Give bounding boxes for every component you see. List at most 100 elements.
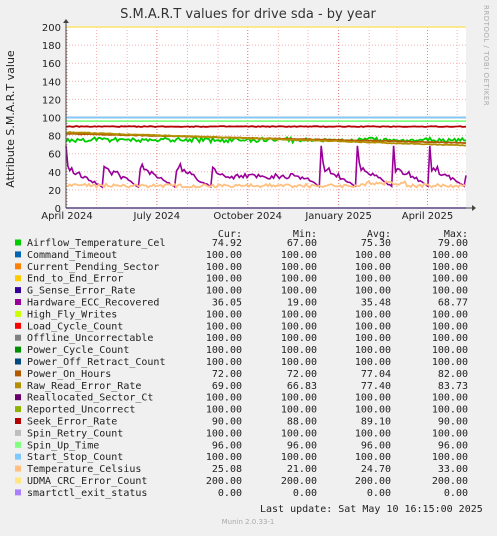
- legend-cur-value: 36.05: [212, 298, 242, 309]
- legend-max-value: 100.00: [432, 405, 468, 416]
- legend-series-name: Hardware_ECC_Recovered: [27, 298, 159, 309]
- legend-min-value: 0.00: [293, 488, 317, 499]
- x-tick-label: April 2024: [41, 211, 92, 222]
- legend-max-value: 100.00: [432, 250, 468, 261]
- legend-row: Power_Cycle_Count 100.00 100.00 100.00 100.0…: [15, 345, 468, 356]
- legend-cur-value: 100.00: [206, 405, 242, 416]
- y-tick-label: 100: [42, 114, 61, 125]
- legend-max-value: 100.00: [432, 309, 468, 320]
- legend-max-value: 33.00: [438, 464, 468, 475]
- legend-row: Load_Cycle_Count 100.00 100.00 100.00 100.00: [15, 321, 468, 332]
- legend-swatch: [15, 394, 21, 401]
- legend-min-value: 88.00: [287, 417, 317, 428]
- y-axis-label: Attribute S.M.A.R.T value: [4, 50, 17, 188]
- legend-max-value: 83.73: [438, 381, 468, 392]
- rrdtool-side-label: RRDTOOL / TOBI OETIKER: [482, 5, 490, 106]
- legend-swatch: [15, 263, 21, 270]
- legend-series-name: Load_Cycle_Count: [27, 321, 123, 332]
- legend-min-value: 100.00: [281, 250, 317, 261]
- legend-max-value: 100.00: [432, 393, 468, 404]
- legend-cur-value: 100.00: [206, 309, 242, 320]
- legend-min-value: 100.00: [281, 357, 317, 368]
- legend-avg-value: 100.00: [355, 274, 391, 285]
- legend-cur-value: 200.00: [206, 476, 242, 487]
- legend-cur-value: 100.00: [206, 345, 242, 356]
- legend-min-value: 72.00: [287, 369, 317, 380]
- legend-column-header: Max:: [444, 229, 468, 240]
- legend-cur-value: 100.00: [206, 333, 242, 344]
- legend-row: G_Sense_Error_Rate 100.00 100.00 100.00 100.…: [15, 286, 468, 297]
- legend-min-value: 100.00: [281, 333, 317, 344]
- x-tick-label: July 2024: [133, 211, 181, 222]
- legend-avg-value: 77.04: [361, 369, 391, 380]
- legend-series-name: Seek_Error_Rate: [27, 417, 117, 428]
- series-line: [65, 145, 467, 189]
- legend-series-name: Temperature_Celsius: [27, 464, 141, 475]
- legend-swatch: [15, 489, 21, 496]
- legend-row: Power_Off_Retract_Count 100.00 100.00 100.0…: [15, 357, 468, 368]
- legend-series-name: Power_Off_Retract_Count: [27, 357, 165, 368]
- legend-min-value: 96.00: [287, 440, 317, 451]
- legend-max-value: 100.00: [432, 452, 468, 463]
- legend-min-value: 67.00: [287, 238, 317, 249]
- legend-row: Start_Stop_Count 100.00 100.00 100.00 100.00: [15, 452, 468, 463]
- y-tick-label: 80: [48, 132, 61, 143]
- y-axis-arrow: [63, 19, 69, 23]
- series-line: [65, 131, 467, 147]
- legend-series-name: Airflow_Temperature_Cel: [27, 238, 165, 249]
- legend-row: Power_On_Hours 72.00 72.00 77.04 82.00: [15, 369, 468, 380]
- legend-row: Spin_Up_Time 96.00 96.00 96.00 96.00: [15, 440, 468, 451]
- legend-min-value: 100.00: [281, 393, 317, 404]
- legend-cur-value: 96.00: [212, 440, 242, 451]
- legend-series-name: Reallocated_Sector_Ct: [27, 393, 153, 404]
- legend-avg-value: 100.00: [355, 333, 391, 344]
- legend-swatch: [15, 310, 21, 317]
- legend-max-value: 200.00: [432, 476, 468, 487]
- legend-swatch: [15, 358, 21, 365]
- legend-swatch: [15, 441, 21, 448]
- legend-avg-value: 75.30: [361, 238, 391, 249]
- legend-cur-value: 100.00: [206, 274, 242, 285]
- x-tick-label: January 2025: [304, 211, 372, 222]
- legend-row: Reported_Uncorrect 100.00 100.00 100.00 100.…: [15, 405, 468, 416]
- legend-series-name: Power_Cycle_Count: [27, 345, 129, 356]
- legend-series-name: Offline_Uncorrectable: [27, 333, 153, 344]
- legend-max-value: 100.00: [432, 321, 468, 332]
- legend-min-value: 100.00: [281, 286, 317, 297]
- x-tick-label: April 2025: [402, 211, 453, 222]
- legend-avg-value: 100.00: [355, 250, 391, 261]
- legend-series-name: Power_On_Hours: [27, 369, 111, 380]
- legend-avg-value: 100.00: [355, 428, 391, 439]
- series-line: [65, 125, 467, 128]
- x-tick-label: October 2024: [213, 211, 282, 222]
- legend-avg-value: 96.00: [361, 440, 391, 451]
- legend-min-value: 100.00: [281, 309, 317, 320]
- legend-max-value: 0.00: [444, 488, 468, 499]
- legend-series-name: Spin_Retry_Count: [27, 428, 123, 439]
- series-line: [65, 179, 466, 189]
- legend-swatch: [15, 465, 21, 472]
- legend-row: Offline_Uncorrectable 100.00 100.00 100.00 1…: [15, 333, 468, 344]
- legend-max-value: 100.00: [432, 428, 468, 439]
- legend-avg-value: 200.00: [355, 476, 391, 487]
- legend-row: Seek_Error_Rate 90.00 88.00 89.10 90.00: [15, 417, 468, 428]
- legend-series-name: High_Fly_Writes: [27, 309, 117, 320]
- legend-row: Reallocated_Sector_Ct 100.00 100.00 100.00 1…: [15, 393, 468, 404]
- legend-cur-value: 100.00: [206, 262, 242, 273]
- legend-min-value: 66.83: [287, 381, 317, 392]
- legend-max-value: 82.00: [438, 369, 468, 380]
- legend-series-name: UDMA_CRC_Error_Count: [27, 476, 147, 487]
- legend-row: Temperature_Celsius 25.08 21.00 24.70 33.00: [15, 464, 468, 475]
- legend-avg-value: 100.00: [355, 321, 391, 332]
- legend-avg-value: 77.40: [361, 381, 391, 392]
- legend-swatch: [15, 251, 21, 258]
- legend-row: Raw_Read_Error_Rate 69.00 66.83 77.40 83.73: [15, 381, 468, 392]
- legend-max-value: 96.00: [438, 440, 468, 451]
- legend-min-value: 100.00: [281, 452, 317, 463]
- legend-column-header: Cur:: [218, 229, 242, 240]
- legend-avg-value: 35.48: [361, 298, 391, 309]
- legend-avg-value: 100.00: [355, 309, 391, 320]
- legend-min-value: 200.00: [281, 476, 317, 487]
- legend-max-value: 79.00: [438, 238, 468, 249]
